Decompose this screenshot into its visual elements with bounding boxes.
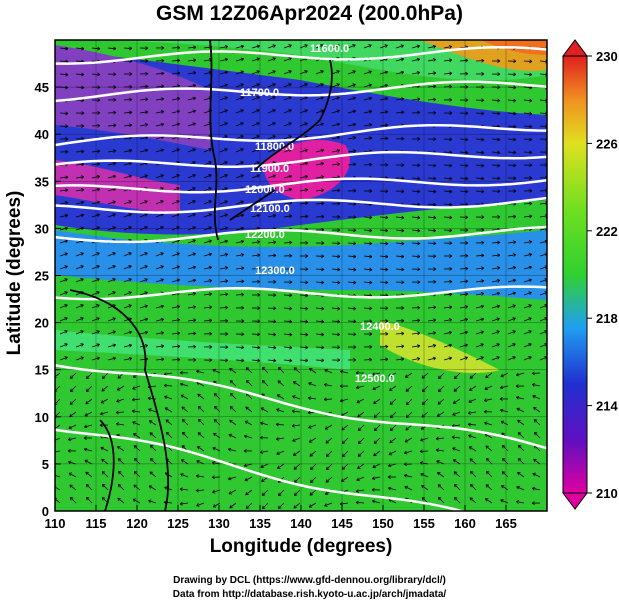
contour-label: 12500.0 <box>355 373 395 385</box>
x-tick-label: 155 <box>413 516 435 531</box>
x-axis-ticks: 110 115 120 125 130 135 140 145 150 155 160 165 <box>45 505 517 531</box>
y-axis-label: Latitude (degrees) <box>4 190 25 356</box>
y-tick-label: 35 <box>35 174 49 189</box>
y-tick-label: 0 <box>42 504 49 519</box>
x-tick-label: 150 <box>372 516 394 531</box>
x-tick-label: 120 <box>126 516 148 531</box>
contour-line <box>55 285 547 301</box>
y-tick-label: 10 <box>35 410 49 425</box>
x-tick-label: 115 <box>86 516 107 531</box>
credit-dcl: Drawing by DCL (https://www.gfd-dennou.o… <box>173 575 446 586</box>
credit-data-source: Data from http://database.rish.kyoto-u.a… <box>172 589 447 600</box>
colorbar: 210 214 218 222 226 230 <box>562 39 618 510</box>
y-tick-label: 15 <box>35 363 49 378</box>
contour-line <box>55 225 547 244</box>
y-tick-label: 40 <box>35 127 49 142</box>
map-title: GSM 12Z06Apr2024 (200.0hPa) <box>156 2 463 25</box>
contour-line <box>55 196 547 214</box>
contour-label: 12400.0 <box>360 321 400 333</box>
colorbar-tick-label: 218 <box>596 311 618 326</box>
contour-line <box>55 363 547 450</box>
x-tick-label: 110 <box>45 516 66 531</box>
x-axis-label: Longitude (degrees) <box>209 536 393 557</box>
height-contours: 11600.011700.011800.011900.012000.012100… <box>55 43 547 511</box>
contour-line <box>55 177 547 194</box>
x-tick-label: 130 <box>208 516 230 531</box>
x-tick-label: 125 <box>167 516 189 531</box>
x-tick-label: 140 <box>290 516 312 531</box>
colorbar-tick-label: 214 <box>596 399 618 414</box>
contour-label: 11600.0 <box>310 43 349 55</box>
contour-line <box>55 80 547 103</box>
contour-label: 12100.0 <box>250 203 290 215</box>
x-tick-label: 160 <box>454 516 476 531</box>
colorbar-tick-label: 210 <box>596 486 618 501</box>
y-axis-ticks: 0 5 10 15 20 25 30 35 40 45 <box>35 80 61 519</box>
colorbar-tick-label: 230 <box>596 49 618 64</box>
contour-label: 12000.0 <box>245 184 285 196</box>
x-tick-label: 165 <box>495 516 517 531</box>
y-tick-label: 45 <box>35 80 49 95</box>
contour-line <box>55 150 547 168</box>
contour-label: 11800.0 <box>255 141 294 153</box>
y-tick-label: 5 <box>42 457 49 472</box>
y-tick-label: 30 <box>35 221 49 236</box>
coastlines <box>69 40 333 511</box>
x-tick-label: 135 <box>249 516 271 531</box>
x-tick-label: 145 <box>331 516 353 531</box>
contour-line <box>55 45 547 65</box>
contour-label: 12200.0 <box>245 229 285 241</box>
contour-label: 11700.0 <box>240 87 279 99</box>
contour-label: 12300.0 <box>255 265 295 277</box>
y-tick-label: 25 <box>35 269 49 284</box>
contour-line <box>55 428 467 511</box>
colorbar-tick-label: 226 <box>596 136 618 151</box>
y-tick-label: 20 <box>35 316 49 331</box>
colorbar-tick-label: 222 <box>596 224 618 239</box>
